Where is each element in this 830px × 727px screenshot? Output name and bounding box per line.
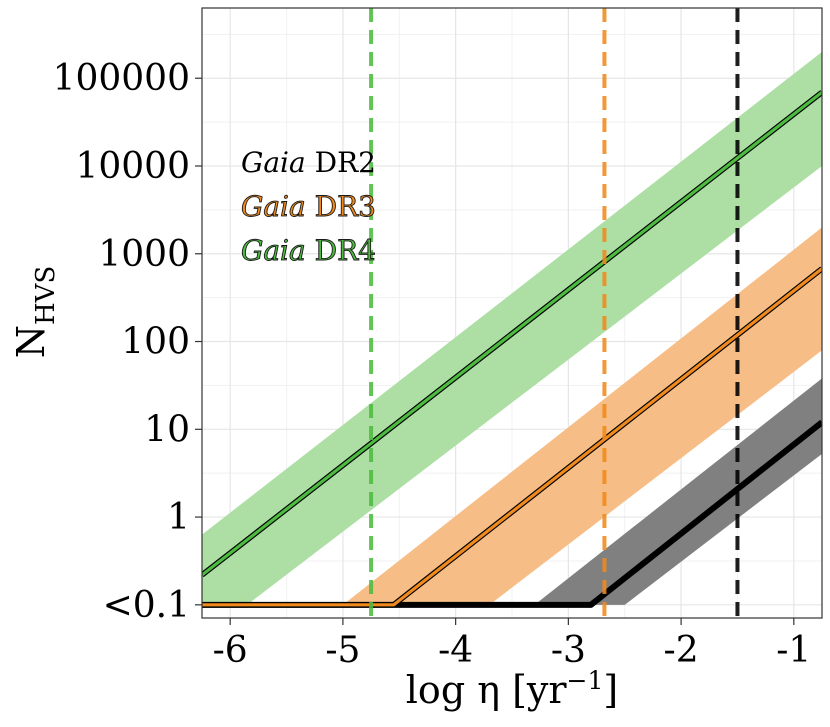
y-tick-label: 10 <box>144 409 190 450</box>
y-tick-label: 1 <box>167 497 190 538</box>
band-gaia-dr4 <box>202 51 822 605</box>
y-axis-ticks: <0.1 1 10 100 1000 10000 100000 <box>53 58 202 626</box>
threshold-lines <box>369 8 740 618</box>
x-tick-label: -3 <box>551 630 586 671</box>
y-tick-label: 100 <box>121 322 190 363</box>
y-axis-label: NHVS <box>9 266 61 359</box>
legend-entry: Gaia DR3 <box>241 190 376 223</box>
plot-frame <box>201 7 823 619</box>
line-gaia-dr3 <box>202 267 822 607</box>
y-tick-label: 1000 <box>98 234 190 275</box>
x-tick-label: -1 <box>776 630 811 671</box>
legend-italic: Gaia <box>241 146 306 179</box>
x-axis-label: log η [yr−1] <box>406 666 618 712</box>
x-tick-label: -5 <box>325 630 360 671</box>
y-tick-label: 100000 <box>53 58 190 99</box>
x-tick-label: -4 <box>438 630 473 671</box>
x-tick-label: -6 <box>213 630 248 671</box>
y-tick-label: 10000 <box>75 146 190 187</box>
x-tick-label: -2 <box>664 630 699 671</box>
legend-entry: Gaia DR4 <box>241 234 376 267</box>
legend-release: DR3 <box>306 190 376 223</box>
legend-entry: Gaia DR2 <box>241 146 376 179</box>
legend-release: DR2 <box>306 146 376 179</box>
legend-release: DR4 <box>306 234 376 267</box>
line-gaia-dr4 <box>202 90 822 577</box>
series-lines <box>202 90 822 608</box>
band-gaia-dr3 <box>202 227 822 605</box>
y-tick-label: <0.1 <box>103 585 190 626</box>
legend-italic: Gaia <box>241 234 306 267</box>
x-axis-ticks: -6 -5 -4 -3 -2 -1 <box>213 618 811 671</box>
legend-italic: Gaia <box>241 190 306 223</box>
